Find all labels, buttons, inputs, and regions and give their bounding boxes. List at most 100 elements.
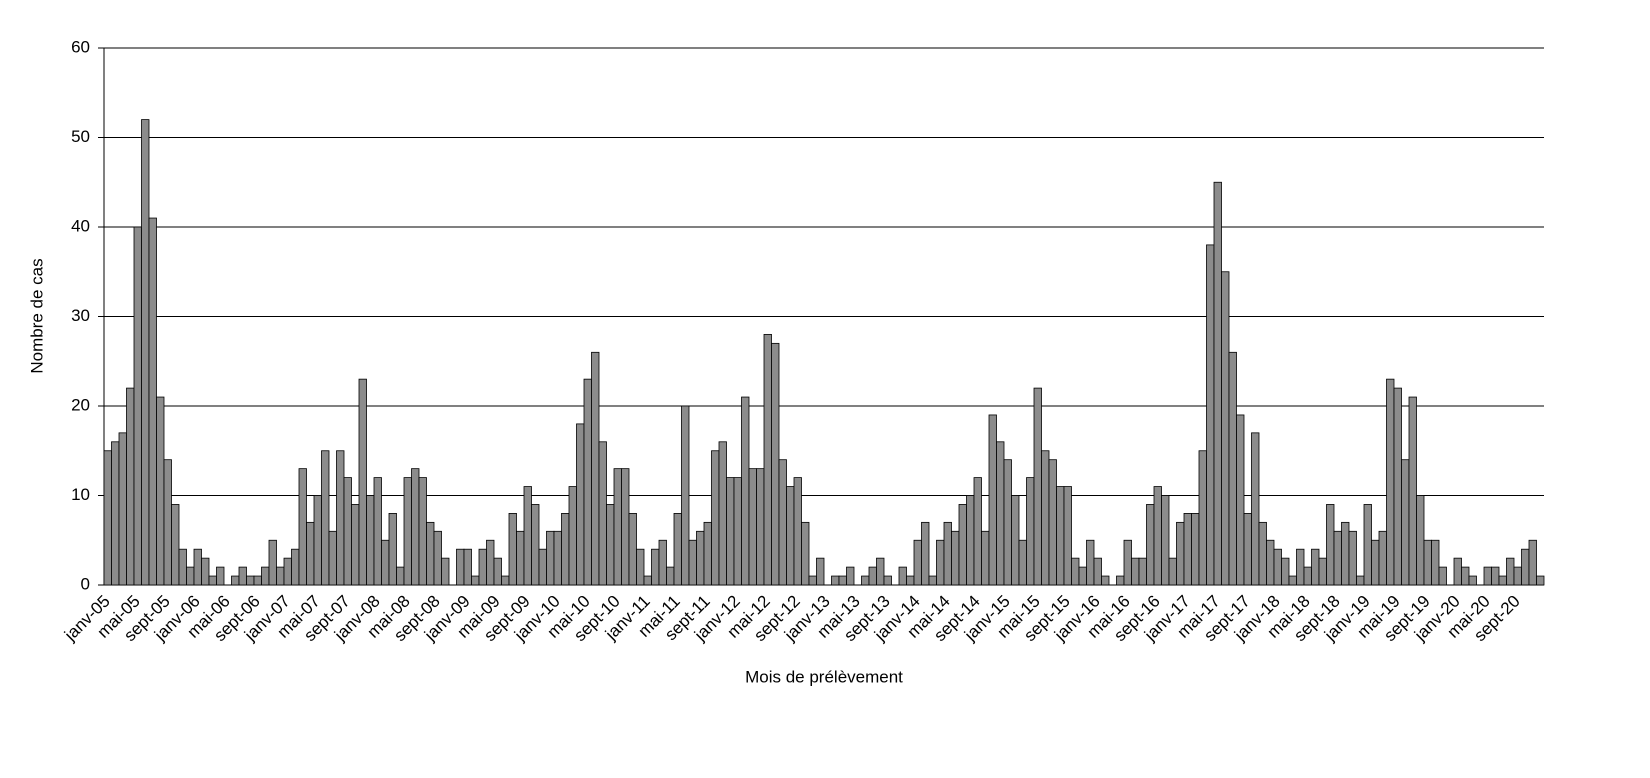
bar [1258, 521, 1267, 586]
bar [111, 441, 120, 586]
bar [501, 575, 510, 586]
bar [411, 468, 420, 586]
bar [1078, 566, 1087, 586]
bar [973, 477, 982, 586]
bar [1468, 575, 1477, 586]
bar [1453, 557, 1462, 586]
bar [366, 495, 375, 586]
bar [1386, 378, 1395, 586]
bar [786, 486, 795, 586]
bar [1341, 521, 1350, 586]
bar [771, 342, 780, 586]
bar [1416, 495, 1425, 586]
bar [1228, 351, 1237, 586]
bar [831, 575, 840, 586]
bar [156, 396, 165, 586]
bar [1438, 566, 1447, 586]
bar [306, 521, 315, 586]
bar [403, 477, 412, 586]
bar [546, 530, 555, 586]
bar [1011, 495, 1020, 586]
bar [988, 414, 997, 586]
bar [898, 566, 907, 586]
bar [1281, 557, 1290, 586]
bar [253, 575, 262, 586]
bar [643, 575, 652, 586]
bar [906, 575, 915, 586]
bar [1191, 513, 1200, 586]
bar [493, 557, 502, 586]
bar [1101, 575, 1110, 586]
bar [568, 486, 577, 586]
bar [951, 530, 960, 586]
bar [358, 378, 367, 586]
bar [351, 504, 360, 586]
bar [1251, 432, 1260, 586]
bar [718, 441, 727, 586]
bar [1266, 539, 1275, 586]
bar [561, 513, 570, 586]
bar [883, 575, 892, 586]
bar [373, 477, 382, 586]
bar [1198, 450, 1207, 586]
bar [943, 521, 952, 586]
bar [193, 548, 202, 586]
bar [433, 530, 442, 586]
bar [1408, 396, 1417, 586]
bar [381, 539, 390, 586]
bar [1236, 414, 1245, 586]
bar [681, 405, 690, 586]
bar [246, 575, 255, 586]
bar [336, 450, 345, 586]
bar [621, 468, 630, 586]
bar [1018, 539, 1027, 586]
bar [516, 530, 525, 586]
bar [523, 486, 532, 586]
bar [636, 548, 645, 586]
bar [1288, 575, 1297, 586]
bar [238, 566, 247, 586]
bar [201, 557, 210, 586]
bar [606, 504, 615, 586]
bar [231, 575, 240, 586]
bar [1116, 575, 1125, 586]
bar [396, 566, 405, 586]
bar [1026, 477, 1035, 586]
bar [838, 575, 847, 586]
bar [1303, 566, 1312, 586]
bar [1348, 530, 1357, 586]
bar [1513, 566, 1522, 586]
bar [756, 468, 765, 586]
bar [276, 566, 285, 586]
bar [178, 548, 187, 586]
bar [531, 504, 540, 586]
bar [171, 504, 180, 586]
bar [1183, 513, 1192, 586]
bar [1296, 548, 1305, 586]
y-tick-label: 60 [71, 37, 90, 56]
bar [1041, 450, 1050, 586]
bar [688, 539, 697, 586]
bar [748, 468, 757, 586]
bar [1071, 557, 1080, 586]
bar [186, 566, 195, 586]
bar [163, 459, 172, 586]
bar [1033, 387, 1042, 586]
bar [778, 459, 787, 586]
bar [1318, 557, 1327, 586]
bar [216, 566, 225, 586]
bar [1048, 459, 1057, 586]
bar [133, 226, 142, 586]
bar [1221, 271, 1230, 586]
bar [651, 548, 660, 586]
y-tick-label: 30 [71, 306, 90, 325]
bar [741, 396, 750, 586]
bar [666, 566, 675, 586]
bar [733, 477, 742, 586]
bar [711, 450, 720, 586]
bar [291, 548, 300, 586]
bar [996, 441, 1005, 586]
y-axis-title: Nombre de cas [27, 258, 46, 373]
bar [793, 477, 802, 586]
bar [1168, 557, 1177, 586]
